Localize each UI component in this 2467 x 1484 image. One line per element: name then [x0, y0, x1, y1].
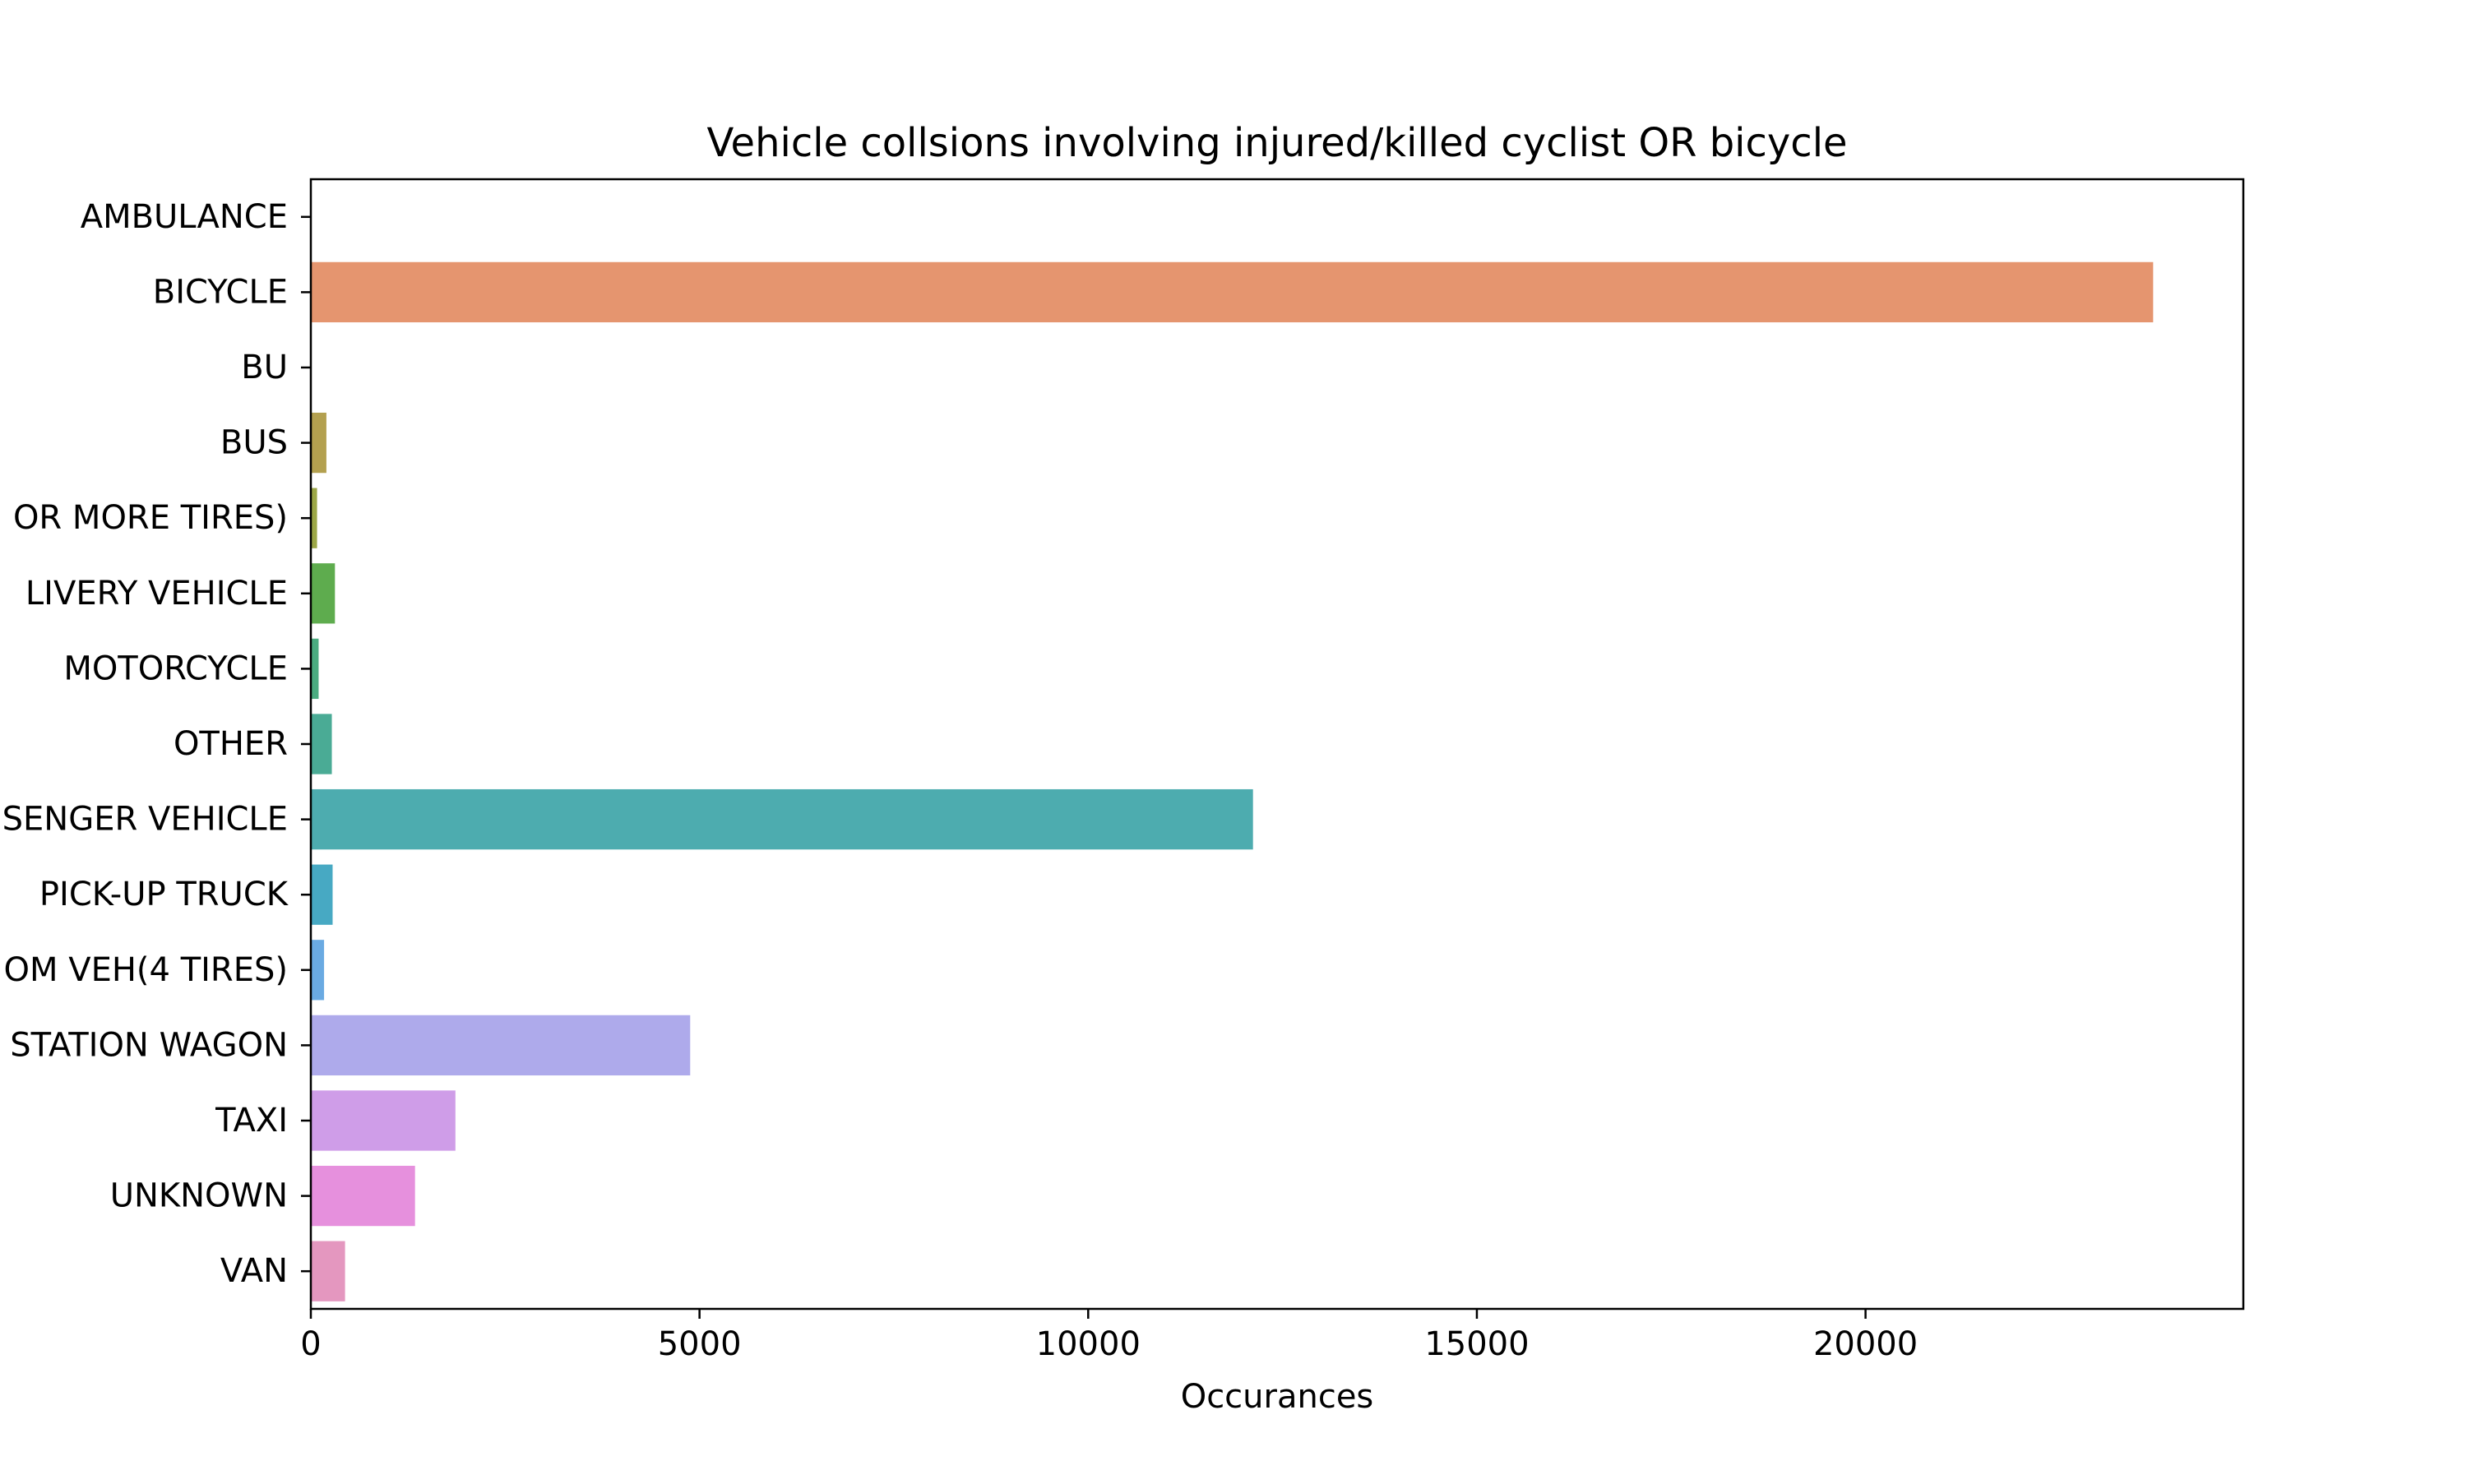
y-tick-label-4: OR MORE TIRES): [13, 499, 288, 537]
bar-11: [311, 1015, 690, 1075]
y-tick-label-0: AMBULANCE: [81, 198, 288, 236]
y-tick-label-11: STATION WAGON: [10, 1026, 288, 1064]
y-tick-label-2: BU: [241, 349, 288, 386]
y-tick-label-3: BUS: [220, 424, 288, 462]
y-tick-label-1: BICYCLE: [153, 273, 288, 311]
bar-9: [311, 865, 332, 925]
x-tick-label-2: 10000: [1036, 1325, 1141, 1363]
bar-1: [311, 262, 2153, 322]
bar-14: [311, 1241, 345, 1301]
bars-layer: [311, 187, 2153, 1301]
x-tick-label-4: 20000: [1813, 1325, 1918, 1363]
y-tick-label-7: OTHER: [174, 725, 288, 763]
bar-6: [311, 639, 318, 699]
y-tick-label-12: TAXI: [215, 1102, 288, 1140]
y-tick-label-8: SENGER VEHICLE: [2, 801, 288, 839]
x-axis: 0 5000 10000 15000 20000: [300, 1309, 1918, 1363]
y-tick-label-14: VAN: [220, 1252, 288, 1290]
bar-5: [311, 563, 335, 623]
plot-frame: [311, 179, 2243, 1309]
x-tick-label-0: 0: [300, 1325, 321, 1363]
bar-8: [311, 789, 1253, 849]
x-tick-label-3: 15000: [1424, 1325, 1529, 1363]
y-tick-label-13: UNKNOWN: [110, 1177, 288, 1215]
chart-title: Vehicle collsions involving injured/kill…: [706, 120, 1847, 166]
y-tick-label-10: OM VEH(4 TIRES): [4, 951, 289, 989]
x-axis-label: Occurances: [1181, 1378, 1374, 1416]
bar-7: [311, 714, 332, 774]
bar-10: [311, 940, 324, 1000]
bar-3: [311, 413, 326, 473]
y-tick-label-5: LIVERY VEHICLE: [25, 575, 288, 613]
y-tick-label-9: PICK-UP TRUCK: [39, 876, 289, 913]
bar-13: [311, 1166, 415, 1226]
bar-12: [311, 1090, 456, 1150]
y-axis: AMBULANCE BICYCLE BU BUS OR MORE TIRES) LIVER…: [2, 198, 311, 1290]
x-tick-label-1: 5000: [658, 1325, 742, 1363]
y-tick-label-6: MOTORCYCLE: [63, 650, 288, 687]
